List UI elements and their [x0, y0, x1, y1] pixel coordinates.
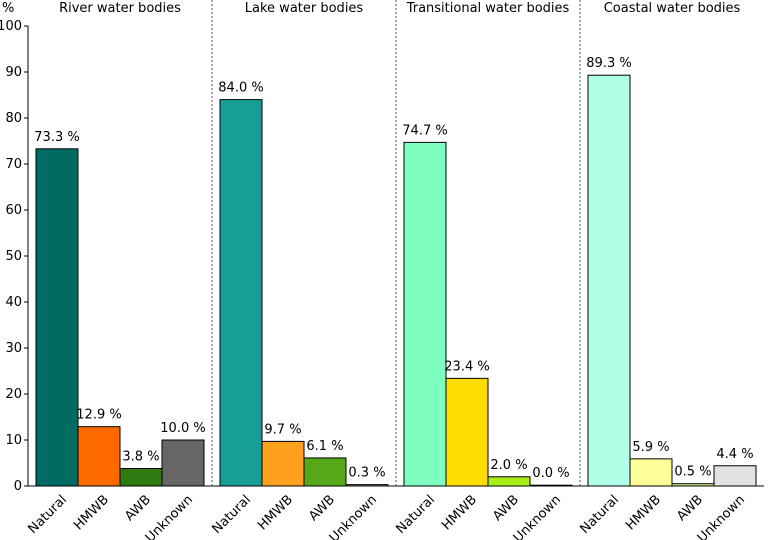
- bar-natural: [219, 99, 263, 487]
- panel-title: Lake water bodies: [245, 1, 364, 16]
- data-label: 23.4 %: [444, 359, 489, 374]
- data-label: 0.5 %: [674, 465, 711, 480]
- x-tick-label: Unknown: [327, 492, 380, 540]
- data-label: 9.7 %: [264, 422, 301, 437]
- y-axis: 0 10 20 30 40 50 60 70 80 90 100: [0, 19, 764, 494]
- panel-title: Coastal water bodies: [604, 1, 741, 16]
- x-tick-label: Natural: [578, 492, 623, 537]
- y-axis-unit-label: %: [2, 1, 14, 16]
- bar-unknown: [345, 484, 389, 487]
- data-label: 12.9 %: [76, 408, 121, 423]
- bar-unknown: [529, 484, 573, 487]
- bar-awb: [487, 476, 531, 487]
- x-tick-label: Natural: [26, 492, 71, 537]
- x-tick-label: AWB: [122, 492, 154, 524]
- y-tick-label: 30: [5, 341, 22, 356]
- data-label: 4.4 %: [716, 447, 753, 462]
- y-tick-label: 70: [5, 157, 22, 172]
- data-label: 84.0 %: [218, 81, 263, 96]
- data-label: 73.3 %: [34, 130, 79, 145]
- bar-awb: [671, 483, 715, 487]
- x-tick-label: Natural: [394, 492, 439, 537]
- x-tick-label: AWB: [490, 492, 522, 524]
- y-tick-label: 10: [5, 433, 22, 448]
- panel-1: River water bodies 73.3 % Natural 12.9 % HMW…: [26, 1, 206, 540]
- bar-unknown: [161, 439, 205, 487]
- bar-natural: [587, 74, 631, 487]
- data-label: 0.0 %: [532, 466, 569, 481]
- data-label: 6.1 %: [306, 439, 343, 454]
- bar-natural: [403, 141, 447, 487]
- chart-panels: River water bodies 73.3 % Natural 12.9 % HMW…: [26, 0, 757, 540]
- panel-3: Transitional water bodies 74.7 % Natural 23…: [394, 0, 573, 540]
- y-tick-label: 60: [5, 203, 22, 218]
- panel-2: Lake water bodies 84.0 % Natural 9.7 % HMWB 6…: [210, 0, 389, 540]
- bar-hmwb: [629, 458, 673, 487]
- panel-title: Transitional water bodies: [406, 1, 570, 16]
- bar-awb: [119, 468, 163, 487]
- data-label: 5.9 %: [632, 440, 669, 455]
- x-tick-label: Unknown: [143, 492, 196, 540]
- panel-4: Coastal water bodies 89.3 % Natural 5.9 % HM…: [578, 0, 757, 540]
- y-tick-label: 0: [14, 479, 22, 494]
- bar-hmwb: [77, 426, 121, 487]
- y-tick-label: 40: [5, 295, 22, 310]
- data-label: 74.7 %: [402, 123, 447, 138]
- y-tick-label: 50: [5, 249, 22, 264]
- x-tick-label: HMWB: [439, 492, 480, 533]
- data-label: 0.3 %: [348, 466, 385, 481]
- x-tick-label: HMWB: [623, 492, 664, 533]
- bar-unknown: [713, 465, 757, 487]
- data-label: 3.8 %: [122, 450, 159, 465]
- x-tick-label: AWB: [674, 492, 706, 524]
- x-tick-label: HMWB: [71, 492, 112, 533]
- x-tick-label: Unknown: [511, 492, 564, 540]
- bar-natural: [35, 148, 79, 487]
- bar-hmwb: [261, 440, 305, 487]
- bar-hmwb: [445, 377, 489, 487]
- x-tick-label: Unknown: [695, 492, 748, 540]
- x-tick-label: Natural: [210, 492, 255, 537]
- y-tick-label: 20: [5, 387, 22, 402]
- panel-title: River water bodies: [59, 1, 181, 16]
- x-tick-label: AWB: [306, 492, 338, 524]
- x-tick-label: HMWB: [255, 492, 296, 533]
- y-tick-label: 100: [0, 19, 22, 34]
- data-label: 89.3 %: [586, 56, 631, 71]
- data-label: 2.0 %: [490, 458, 527, 473]
- data-label: 10.0 %: [160, 421, 205, 436]
- y-tick-label: 80: [5, 111, 22, 126]
- y-tick-label: 90: [5, 65, 22, 80]
- bar-awb: [303, 457, 347, 487]
